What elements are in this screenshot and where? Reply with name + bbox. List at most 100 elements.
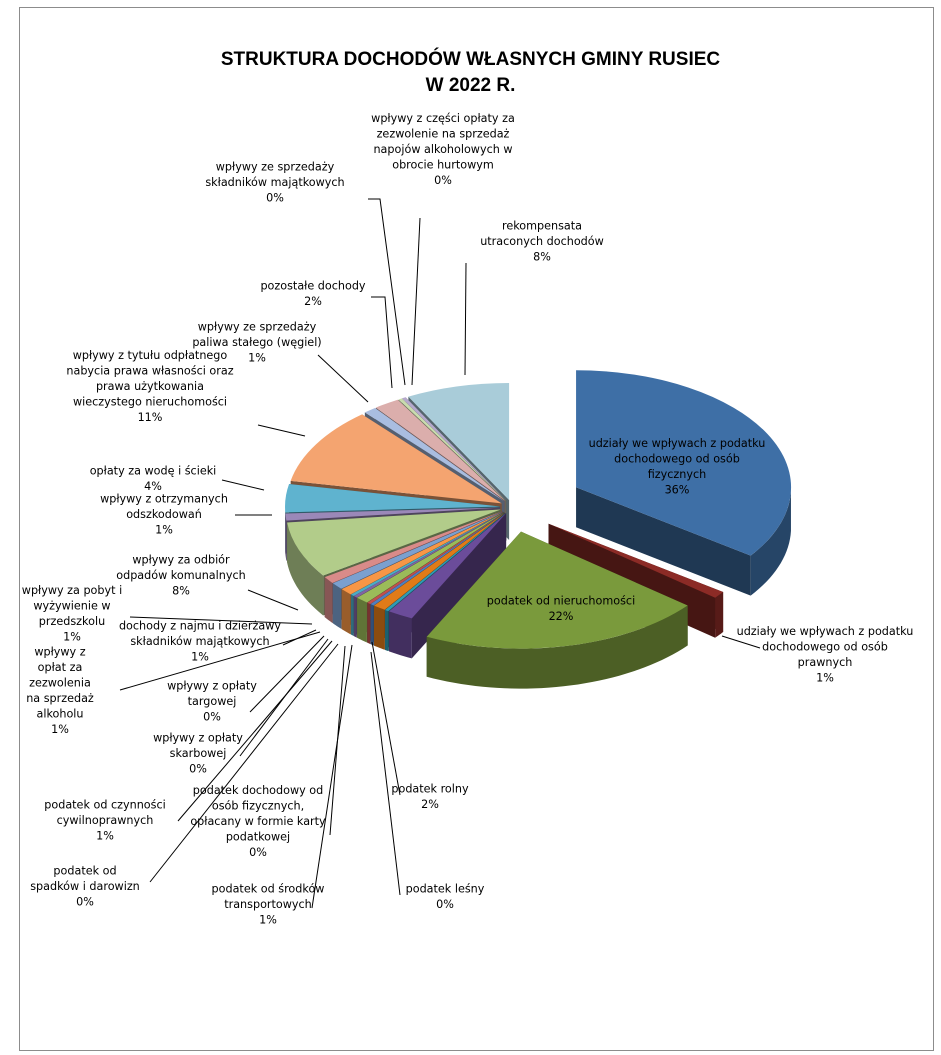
data-label-line: obrocie hurtowym <box>392 159 494 172</box>
data-label-line: podatek leśny <box>406 882 485 895</box>
data-label: wpływy za odbiór odpadów komunalnych 8% <box>116 554 245 598</box>
data-label: podatek leśny 0% <box>406 882 485 911</box>
data-label-line: wpływy z <box>34 645 85 658</box>
data-label-line: rekompensata <box>502 220 582 233</box>
data-label: wpływy z tytułu odpłatnego nabycia prawa … <box>66 349 233 424</box>
data-label: podatek od środków transportowych 1% <box>212 883 325 927</box>
leader-line <box>177 640 333 822</box>
data-label-line: opłacany w formie karty <box>190 815 326 828</box>
data-label-line: podatek od <box>53 865 116 878</box>
data-label-line: 2% <box>421 798 439 811</box>
data-label: podatek rolny 2% <box>391 782 469 811</box>
chart-title: STRUKTURA DOCHODÓW WŁASNYCH GMINY RUSIEC… <box>0 47 941 99</box>
pie-slice-side-face <box>576 487 751 596</box>
data-label-line: podatek dochodowy od <box>193 784 323 797</box>
data-label: wpływy z części opłaty za zezwolenie na s… <box>371 112 515 187</box>
leader-line <box>311 644 353 909</box>
pie-slice-wall <box>287 522 324 616</box>
data-label: wpływy za pobyt i wyżywienie w przedszkolu… <box>22 584 122 644</box>
data-label-line: podatek od czynności <box>44 799 165 812</box>
pie-slice-wall <box>370 604 374 646</box>
pie-slice-wall <box>373 605 385 650</box>
pie-slice <box>287 509 501 576</box>
data-label-line: 0% <box>76 896 94 909</box>
data-label-line: odpadów komunalnych <box>116 569 245 582</box>
pie-slice-wall <box>715 592 724 638</box>
data-label-line: dochody z najmu i dzierżawy <box>119 620 281 633</box>
data-label-line: 1% <box>248 352 266 365</box>
data-label-line: napojów alkoholowych w <box>373 143 512 156</box>
chart-title-line-1: STRUKTURA DOCHODÓW WŁASNYCH GMINY RUSIEC <box>220 49 721 70</box>
data-label-line: wpływy za odbiór <box>132 554 230 567</box>
leader-line <box>411 217 421 386</box>
data-label-line: pozostałe dochody <box>260 279 365 292</box>
data-label-line: wpływy za pobyt i <box>22 584 122 597</box>
data-label: wpływy z opłaty skarbowej 0% <box>153 732 243 776</box>
data-label-line: 0% <box>266 192 284 205</box>
data-label-line: 11% <box>138 411 163 424</box>
data-label-line: udziały we wpływach z podatku <box>737 625 914 638</box>
data-label-line: transportowych <box>224 898 312 911</box>
data-label-line: na sprzedaż <box>26 692 94 705</box>
leader-line <box>371 641 401 796</box>
data-label-line: 22% <box>549 610 574 623</box>
pie-slice-wall <box>357 597 367 643</box>
data-label: dochody z najmu i dzierżawy składników ma… <box>119 620 281 664</box>
data-label-line: 0% <box>434 174 452 187</box>
data-label-line: 1% <box>96 830 114 843</box>
data-label-line: targowej <box>188 695 237 708</box>
data-label-line: 0% <box>203 711 221 724</box>
leader-line <box>371 296 393 389</box>
pie-slice <box>402 397 507 501</box>
data-label: podatek od nieruchomości 22% <box>487 594 635 623</box>
data-label-line: odszkodowań <box>126 508 202 521</box>
data-label-line: dochodowego od osób <box>614 452 740 465</box>
pie-slice-wall <box>285 513 287 561</box>
data-label: pozostałe dochody 2% <box>260 279 365 308</box>
pie-slice-wall <box>341 589 351 635</box>
data-label-line: 36% <box>665 483 690 496</box>
pie-slice <box>290 414 502 504</box>
data-label-line: 1% <box>155 524 173 537</box>
data-label-line: podatek od nieruchomości <box>487 594 635 607</box>
data-label-line: 1% <box>259 914 277 927</box>
data-label-line: wyżywienie w <box>33 599 110 612</box>
data-label-line: spadków i darowizn <box>30 880 140 893</box>
data-label-line: 4% <box>144 480 162 493</box>
data-label: podatek od czynności cywilnoprawnych 1% <box>44 799 165 843</box>
data-label-line: wpływy z części opłaty za <box>371 112 515 125</box>
leader-line <box>221 479 265 491</box>
pie-slice <box>426 531 688 649</box>
leader-line <box>257 424 306 437</box>
data-label-line: paliwa stałego (węgiel) <box>192 336 321 349</box>
data-label-line: podatek od środków <box>212 883 325 896</box>
pie-slice-wall <box>426 605 688 689</box>
pie-slice-wall <box>367 602 371 645</box>
pie-slice-wall <box>750 490 791 596</box>
data-label-line: 1% <box>51 723 69 736</box>
data-label-line: wpływy ze sprzedaży <box>216 161 335 174</box>
pie-slice <box>285 483 501 513</box>
data-label-line: cywilnoprawnych <box>57 814 154 827</box>
pie-slice <box>285 507 501 521</box>
pie-slice <box>548 523 724 598</box>
data-label-line: wpływy z opłaty <box>167 680 257 693</box>
data-label-line: prawnych <box>798 656 853 669</box>
data-label-line: prawa użytkowania <box>96 380 204 393</box>
data-label: podatek od spadków i darowizn 0% <box>30 865 140 909</box>
leader-line <box>249 635 325 713</box>
data-label: wpływy ze sprzedaży paliwa stałego (węgie… <box>192 321 321 365</box>
data-label-line: podatek rolny <box>391 782 469 795</box>
pie-slice-wall <box>350 594 354 637</box>
data-label-line: osób fizycznych, <box>212 800 304 813</box>
pie-slice <box>408 383 510 501</box>
leader-line <box>370 651 401 896</box>
data-label: wpływy ze sprzedaży składników majątkowyc… <box>205 161 344 205</box>
data-label-line: przedszkolu <box>39 615 105 628</box>
leader-line <box>721 635 761 649</box>
leader-line <box>129 616 313 625</box>
leader-line <box>149 643 339 883</box>
data-label-line: 1% <box>63 630 81 643</box>
leader-line <box>368 198 406 386</box>
